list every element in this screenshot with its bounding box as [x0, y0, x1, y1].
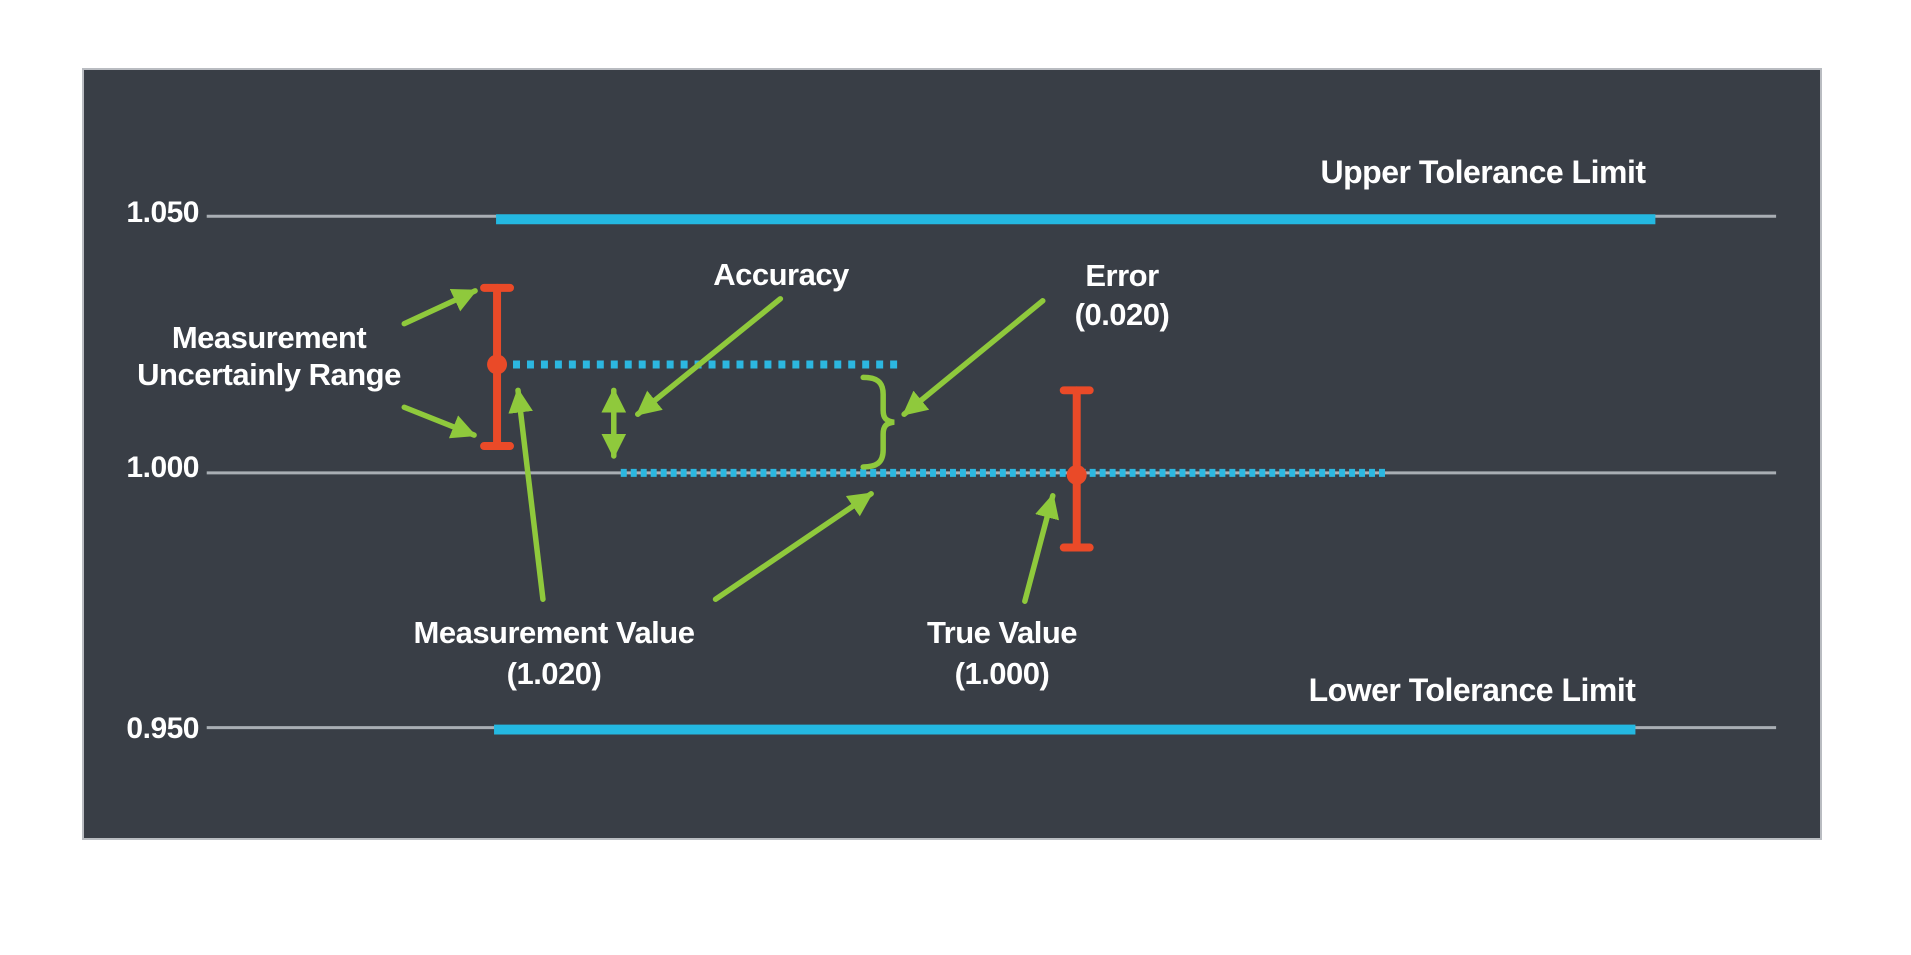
diagram-panel: 1.050 1.000 0.950 Upper Tolerance Limit … [82, 68, 1822, 840]
measurement-value-label: Measurement Value (1.020) [414, 612, 695, 694]
ytick-0950: 0.950 [126, 712, 199, 745]
accuracy-label: Accuracy [713, 257, 849, 292]
true-value-arrow [1022, 493, 1060, 604]
measurement-errorbar [480, 283, 515, 451]
error-brace [860, 374, 895, 470]
true-value-label: True Value (1.000) [926, 612, 1078, 694]
error-label-line2: (0.020) [1074, 297, 1170, 332]
upper-tolerance-label: Upper Tolerance Limit [1320, 154, 1646, 190]
uncertainty-range-label-line1: Measurement [171, 320, 367, 355]
ytick-1000: 1.000 [126, 451, 199, 484]
true-value-label-line1: True Value [926, 615, 1078, 650]
uncertainty-lower-arrow [401, 404, 477, 439]
ytick-1050: 1.050 [126, 196, 199, 229]
true-value-label-line2: (1.000) [954, 656, 1050, 691]
true-value-errorbar [1059, 386, 1094, 552]
measurement-value-label-line2: (1.020) [506, 656, 602, 691]
uncertainty-upper-arrow [401, 288, 478, 327]
error-label-line1: Error [1085, 258, 1159, 293]
true-value-point [1066, 464, 1087, 485]
accuracy-arrow [634, 296, 784, 417]
error-label: Error (0.020) [1075, 256, 1170, 334]
measurement-value-label-line1: Measurement Value [413, 615, 695, 650]
measurement-value-arrow-to-point [508, 387, 546, 602]
diagram-canvas [206, 214, 1777, 735]
error-arrow [901, 298, 1046, 417]
lower-tolerance-label: Lower Tolerance Limit [1308, 672, 1636, 708]
uncertainty-range-label: Measurement Uncertainly Range [137, 319, 401, 393]
uncertainty-range-label-line2: Uncertainly Range [137, 357, 401, 392]
measurement-value-arrow-to-line [712, 491, 874, 602]
measurement-point [487, 354, 508, 375]
